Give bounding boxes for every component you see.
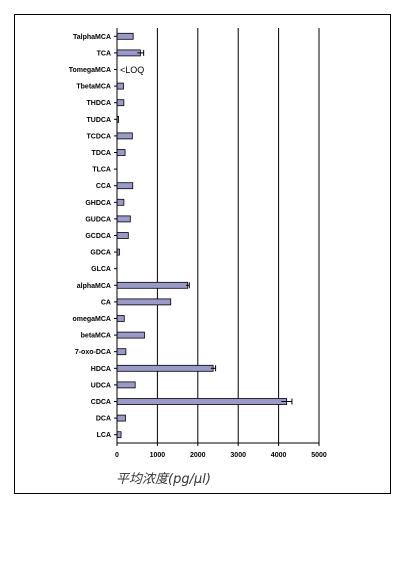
- bar-7-oxo-DCA: [116, 348, 127, 356]
- category-label: TomegaMCA: [69, 67, 111, 74]
- bar-CDCA: [116, 398, 288, 405]
- bar-DCA: [116, 414, 126, 422]
- bar-betaMCA: [116, 331, 145, 339]
- x-tick-label: 1000: [150, 452, 166, 459]
- x-tick-label: 4000: [271, 452, 287, 459]
- gridlines: [156, 28, 320, 443]
- bar-alphaMCA: [116, 281, 189, 289]
- bar-GCDCA: [116, 232, 129, 239]
- bar-GHDCA: [116, 198, 125, 206]
- category-label: TalphaMCA: [73, 34, 111, 41]
- category-label: alphaMCA: [77, 283, 111, 290]
- category-label: GLCA: [91, 266, 111, 273]
- category-label: TbetaMCA: [76, 84, 111, 91]
- bar-LCA: [116, 431, 122, 439]
- category-label: TLCA: [92, 167, 111, 174]
- annotation-loq: <LOQ: [120, 65, 144, 75]
- category-label: 7-oxo-DCA: [75, 349, 111, 356]
- x-axis-title: 平均浓度(pg/μl): [116, 472, 211, 487]
- category-label: HDCA: [91, 366, 111, 373]
- category-label: LCA: [97, 432, 111, 439]
- x-tick-label: 5000: [311, 452, 327, 459]
- category-label: UDCA: [91, 382, 111, 389]
- category-label: GDCA: [90, 250, 111, 257]
- x-tick-label: 3000: [230, 452, 246, 459]
- bar-TDCA: [116, 149, 126, 156]
- bar-GUDCA: [116, 215, 131, 223]
- bar-TbetaMCA: [116, 82, 124, 90]
- category-label: TDCA: [92, 150, 111, 157]
- chart-frame: [14, 14, 391, 494]
- bar-CA: [116, 298, 172, 306]
- bars: [116, 32, 293, 439]
- bar-UDCA: [116, 381, 136, 389]
- category-label: CA: [101, 299, 111, 306]
- axes: [114, 28, 320, 446]
- category-label: betaMCA: [81, 333, 111, 340]
- bar-TalphaMCA: [116, 32, 134, 40]
- category-label: GCDCA: [85, 233, 111, 240]
- category-label: DCA: [96, 416, 111, 423]
- x-tick-label: 0: [115, 452, 119, 459]
- bar-omegaMCA: [116, 315, 125, 322]
- category-label: omegaMCA: [72, 316, 111, 323]
- labels: 0 1000 2000 3000 4000 5000 TalphaMCA TCA TomegaM…: [69, 34, 327, 459]
- category-label: TUDCA: [87, 117, 112, 124]
- bar-TCA: [116, 49, 141, 57]
- category-label: CCA: [96, 183, 111, 190]
- category-label: GUDCA: [85, 216, 111, 223]
- category-label: THDCA: [87, 100, 112, 107]
- category-label: CDCA: [91, 399, 111, 406]
- bar-TCDCA: [116, 132, 133, 140]
- bar-HDCA: [116, 364, 214, 372]
- x-tick-label: 2000: [190, 452, 206, 459]
- category-label: GHDCA: [85, 200, 111, 207]
- category-label: TCA: [97, 50, 111, 57]
- category-label: TCDCA: [87, 133, 112, 140]
- bar-THDCA: [116, 99, 125, 107]
- bar-CCA: [116, 182, 134, 190]
